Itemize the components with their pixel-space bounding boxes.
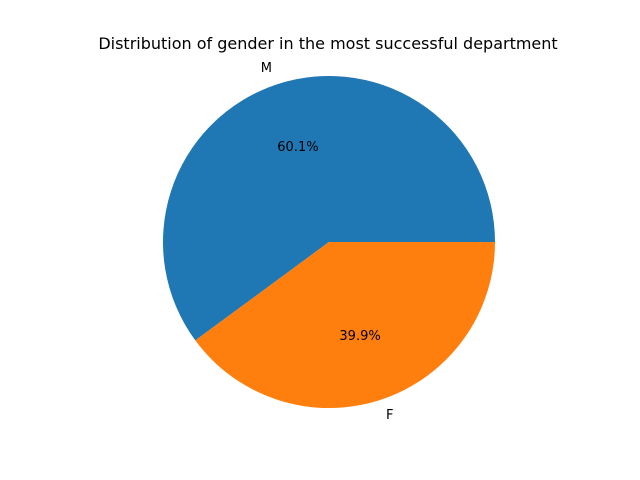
chart-title: Distribution of gender in the most succe… (98, 34, 557, 53)
pct-label-f: 39.9% (339, 329, 380, 344)
pct-label-m: 60.1% (277, 140, 318, 155)
pie-slices (162, 76, 495, 409)
pie-labels: M 60.1% F 39.9% (261, 61, 394, 423)
slice-label-f: F (386, 408, 393, 423)
pie-slice-m (162, 76, 495, 341)
slice-label-m: M (261, 61, 272, 76)
pie-slice-f (195, 242, 495, 409)
